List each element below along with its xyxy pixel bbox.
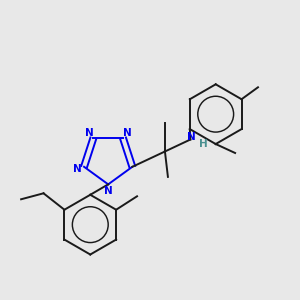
Text: N: N (74, 164, 82, 174)
Text: N: N (85, 128, 94, 138)
Text: N: N (188, 132, 196, 142)
Text: H: H (200, 139, 208, 149)
Text: N: N (104, 186, 112, 196)
Text: N: N (123, 128, 131, 138)
